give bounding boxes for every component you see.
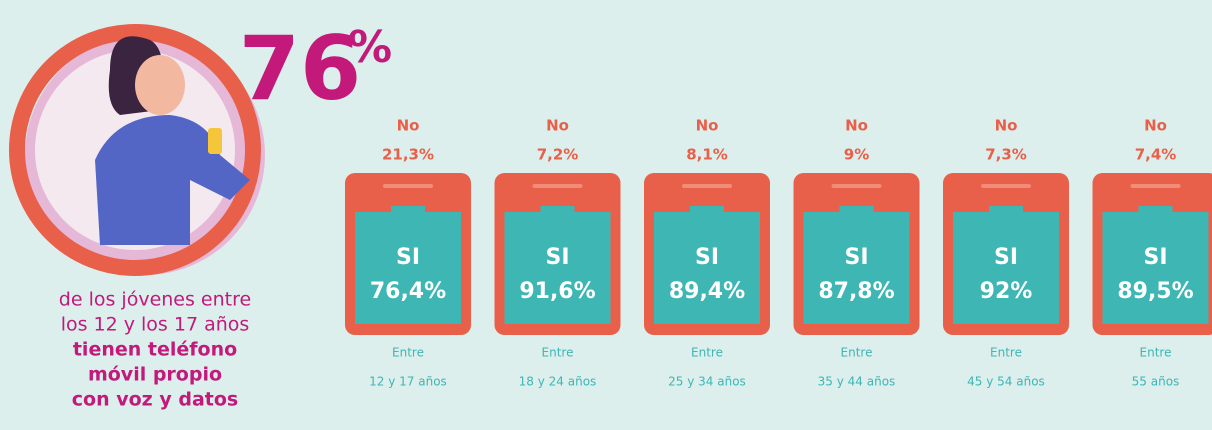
si-value: 89,4% xyxy=(669,279,745,304)
age-prefix: Entre xyxy=(1140,346,1172,360)
no-value: 7,2% xyxy=(537,146,579,164)
phone-notch xyxy=(1131,184,1181,188)
si-value: 87,8% xyxy=(818,279,894,304)
age-prefix: Entre xyxy=(841,346,873,360)
no-label: No xyxy=(845,117,868,135)
phone-notch xyxy=(533,184,583,188)
age-prefix: Entre xyxy=(691,346,723,360)
si-label: SI xyxy=(994,245,1018,270)
description-line: los 12 y los 17 años xyxy=(61,314,250,336)
si-value: 91,6% xyxy=(519,279,595,304)
no-label: No xyxy=(1144,117,1167,135)
si-value: 89,5% xyxy=(1117,279,1193,304)
infographic: 76 % de los jóvenes entre los 12 y los 17… xyxy=(0,0,1212,430)
no-label: No xyxy=(696,117,719,135)
age-range: 55 años xyxy=(1132,375,1180,389)
age-range: 18 y 24 años xyxy=(519,375,597,389)
si-label: SI xyxy=(1143,245,1167,270)
no-value: 7,3% xyxy=(985,146,1027,164)
no-label: No xyxy=(397,117,420,135)
phone-notch xyxy=(981,184,1031,188)
illustration xyxy=(17,32,265,275)
age-range: 25 y 34 años xyxy=(668,375,746,389)
phone-notch xyxy=(383,184,433,188)
no-label: No xyxy=(546,117,569,135)
age-prefix: Entre xyxy=(542,346,574,360)
no-value: 9% xyxy=(844,146,869,164)
phone-notch xyxy=(682,184,732,188)
si-value: 76,4% xyxy=(370,279,446,304)
si-label: SI xyxy=(844,245,868,270)
stat-unit: % xyxy=(348,22,392,73)
si-value: 92% xyxy=(980,279,1033,304)
age-range: 45 y 54 años xyxy=(967,375,1045,389)
stat-number: 76 xyxy=(239,17,361,120)
no-value: 7,4% xyxy=(1135,146,1177,164)
no-label: No xyxy=(995,117,1018,135)
description-line: de los jóvenes entre xyxy=(59,289,251,311)
age-range: 12 y 17 años xyxy=(369,375,447,389)
age-prefix: Entre xyxy=(990,346,1022,360)
highlight-line: con voz y datos xyxy=(72,389,238,411)
no-value: 8,1% xyxy=(686,146,728,164)
age-prefix: Entre xyxy=(392,346,424,360)
phone-notch xyxy=(832,184,882,188)
highlight-line: tienen teléfono xyxy=(73,339,237,361)
si-label: SI xyxy=(396,245,420,270)
highlight-line: móvil propio xyxy=(88,364,222,386)
si-label: SI xyxy=(695,245,719,270)
no-value: 21,3% xyxy=(382,146,434,164)
age-range: 35 y 44 años xyxy=(818,375,896,389)
si-label: SI xyxy=(545,245,569,270)
